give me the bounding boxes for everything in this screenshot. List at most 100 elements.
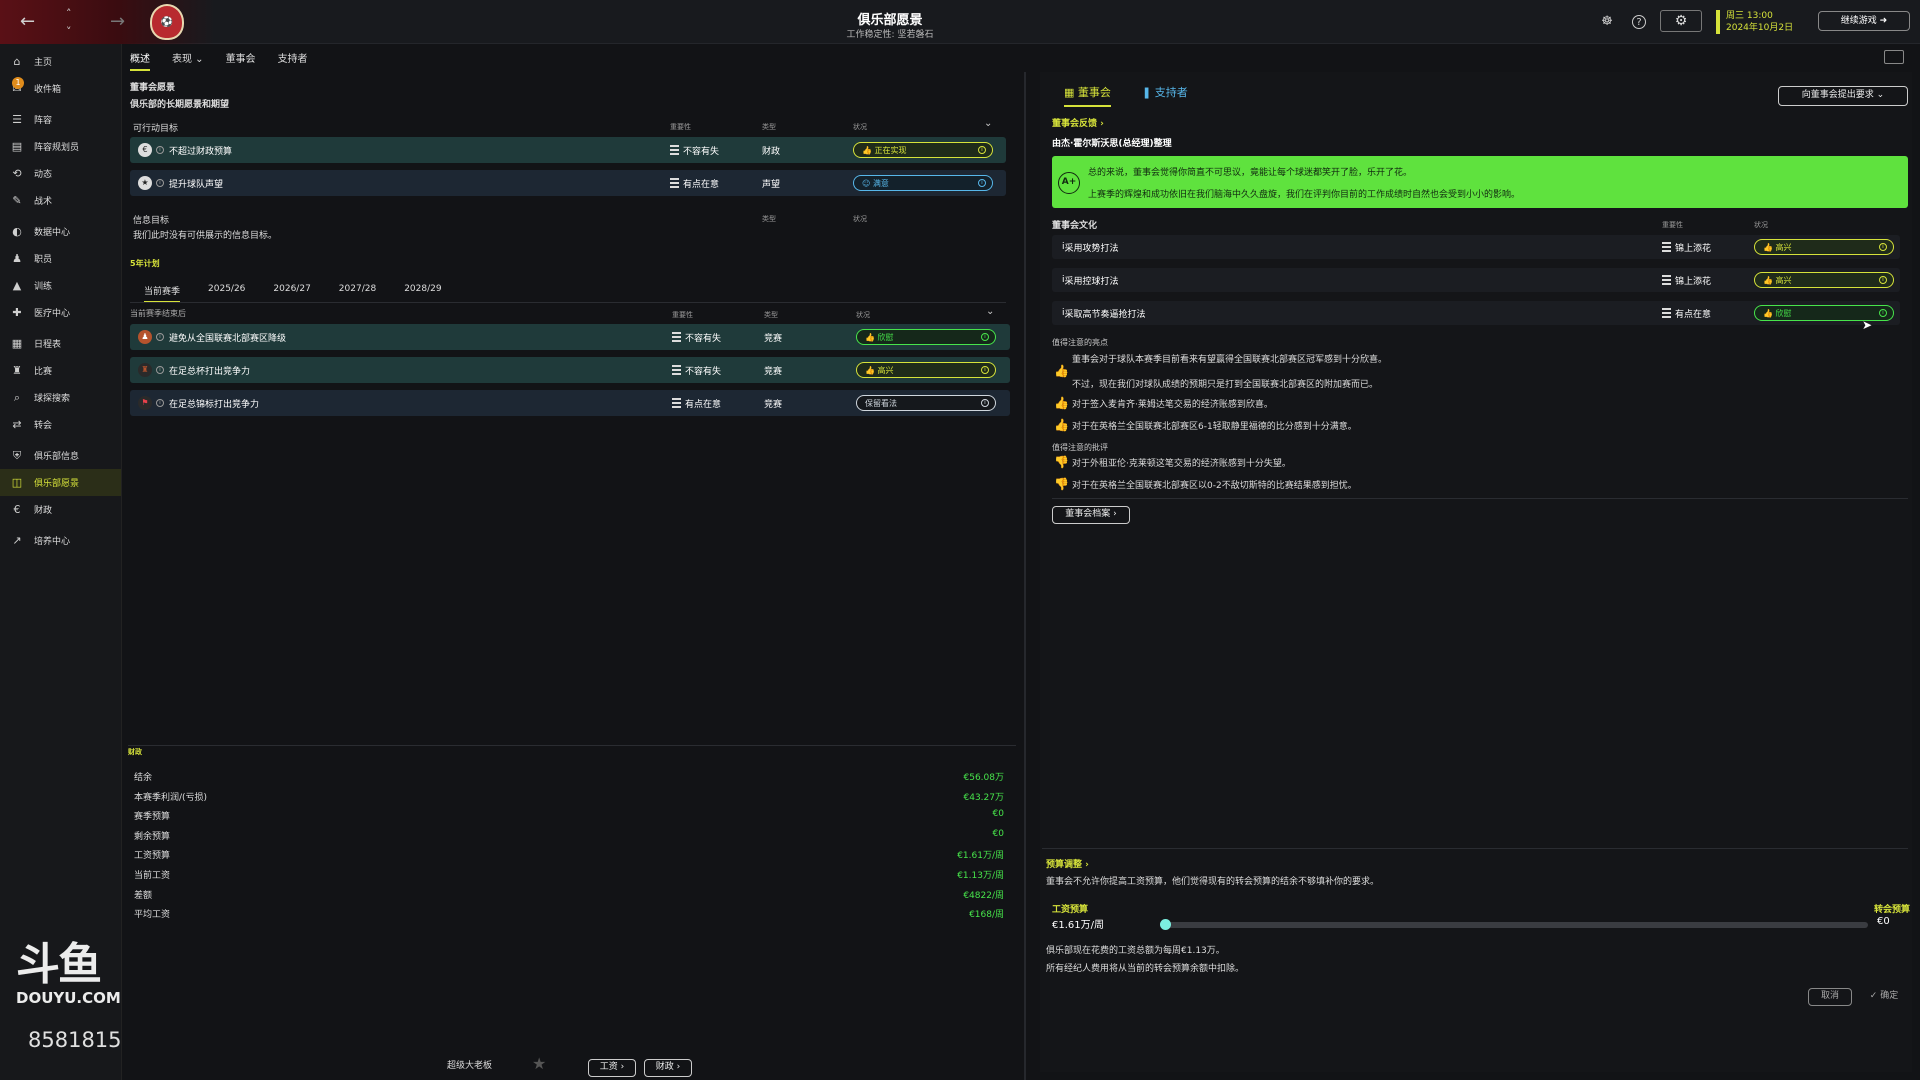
info-icon[interactable]: i <box>1062 308 1065 318</box>
sidebar-item[interactable]: ✚ 医疗中心 <box>0 299 121 326</box>
tab-board-panel[interactable]: ▦ 董事会 <box>1064 84 1111 107</box>
supporters-icon: ❚ <box>1142 86 1155 99</box>
sidebar-item[interactable]: ▦ 日程表 <box>0 330 121 357</box>
tab-supporters-panel[interactable]: ❚ 支持者 <box>1142 84 1188 100</box>
sidebar-item[interactable]: ⛨ 俱乐部信息 <box>0 442 121 469</box>
sidebar-item-label: 比赛 <box>34 367 53 377</box>
tab-current-season[interactable]: 当前赛季 <box>144 284 181 303</box>
wage-button[interactable]: 工资 › <box>588 1059 636 1077</box>
status-badge[interactable]: 👍 高兴 i <box>1754 272 1894 288</box>
slider-handle[interactable] <box>1160 919 1171 930</box>
collapse-icon[interactable]: ⌄ <box>984 118 993 129</box>
budget-label[interactable]: 预算调整 › <box>1046 860 1089 870</box>
info-icon[interactable]: i <box>1062 242 1065 252</box>
finance-label: 剩余预算 <box>134 831 171 842</box>
back-icon[interactable]: ← <box>20 11 36 32</box>
status-badge[interactable]: 👍 高兴 i <box>1754 239 1894 255</box>
status-label: 欣慰 <box>877 332 894 342</box>
tab-2027-28[interactable]: 2027/28 <box>338 284 377 294</box>
sidebar-item[interactable]: ↗ 培养中心 <box>0 527 121 554</box>
tab-performance[interactable]: 表现 ⌄ <box>172 54 204 65</box>
continue-icon: ➜ <box>1879 16 1888 26</box>
wage-budget-value: €1.61万/周 <box>1052 920 1104 931</box>
date-accent-bar <box>1716 10 1720 34</box>
feedback-label[interactable]: 董事会反馈 › <box>1052 119 1104 129</box>
job-security: 工作稳定性: 坚若磐石 <box>846 30 934 40</box>
finance-label: 财政 <box>128 748 142 756</box>
col-importance: 重要性 <box>670 123 691 131</box>
sidebar-item[interactable]: ⟲ 动态 <box>0 160 121 187</box>
finance-button[interactable]: 财政 › <box>644 1059 692 1077</box>
layout-toggle-icon[interactable] <box>1884 50 1904 64</box>
sidebar-item[interactable]: ▲ 训练 <box>0 272 121 299</box>
sidebar-item[interactable]: ♟ 职员 <box>0 245 121 272</box>
importance-icon <box>672 398 681 408</box>
col-type: 类型 <box>762 123 776 131</box>
chevron-up-icon[interactable]: ˄ <box>66 7 72 20</box>
status-badge[interactable]: 👍 正在实现 i <box>853 142 993 158</box>
tab-overview[interactable]: 概述 <box>130 50 150 71</box>
status-label: 保留看法 <box>865 398 897 408</box>
tab-2028-29[interactable]: 2028/29 <box>404 284 442 294</box>
unread-badge: 1 <box>12 77 24 89</box>
sidebar-item[interactable]: ◐ 数据中心 <box>0 218 121 245</box>
help-icon[interactable]: ? <box>1632 15 1646 29</box>
planner-icon: ▤ <box>11 139 23 153</box>
smile-icon: ☺ <box>862 178 873 188</box>
status-badge[interactable]: 👍 欣慰 i <box>856 329 996 345</box>
collapse-icon[interactable]: ⌄ <box>986 306 995 317</box>
sidebar-item-label: 职员 <box>34 255 53 265</box>
sidebar-item-label: 动态 <box>34 170 53 180</box>
trophy-icon: ♜ <box>12 363 22 377</box>
tab-board[interactable]: 董事会 <box>225 54 256 65</box>
tab-2026-27[interactable]: 2026/27 <box>273 284 311 294</box>
room-id: 8581815 <box>28 1028 122 1052</box>
critique-item: 对于外租亚伦·克莱顿这笔交易的经济账感到十分失望。 <box>1072 459 1291 469</box>
sidebar-item[interactable]: ▤ 阵容规划员 <box>0 133 121 160</box>
club-crest[interactable]: ⚽ <box>150 4 184 40</box>
sidebar-item-label: 转会 <box>34 421 53 431</box>
thumb-up-icon: 👍 <box>1763 242 1776 252</box>
continue-button[interactable]: 继续游戏 ➜ <box>1818 11 1910 31</box>
budget-slider[interactable] <box>1160 919 1868 930</box>
cancel-button[interactable]: 取消 <box>1808 988 1852 1006</box>
status-badge[interactable]: ☺ 满意 i <box>853 175 993 191</box>
finance-value: €4822/周 <box>963 890 1004 901</box>
thumb-up-icon: 👍 <box>862 145 875 155</box>
goal-text: 提升球队声望 <box>169 179 224 190</box>
finance-value: €56.08万 <box>963 773 1005 783</box>
info-icon: i <box>981 333 989 341</box>
sidebar-item[interactable]: ⇄ 转会 <box>0 411 121 438</box>
info-icon: i <box>981 366 989 374</box>
game-time: 周三 13:00 <box>1726 11 1773 21</box>
sidebar-item[interactable]: ♜ 比赛 <box>0 357 121 384</box>
sidebar-item[interactable]: ◫ 俱乐部愿景 <box>0 469 121 496</box>
status-badge[interactable]: 👍 高兴 i <box>856 362 996 378</box>
send-request-button[interactable]: 向董事会提出要求 ⌄ <box>1778 86 1908 106</box>
info-icon[interactable]: i <box>156 333 164 341</box>
tab-supporters[interactable]: 支持者 <box>277 54 308 65</box>
info-icon[interactable]: i <box>156 146 164 154</box>
sidebar-item[interactable]: ⌕ 球探搜索 <box>0 384 121 411</box>
settings-button[interactable]: ⚙ <box>1660 10 1702 32</box>
sidebar-item[interactable]: ☰ 阵容 <box>0 106 121 133</box>
info-icon[interactable]: i <box>156 366 164 374</box>
status-badge[interactable]: 👍 欣慰 i <box>1754 305 1894 321</box>
culture-text: 采取高节奏逼抢打法 <box>1064 309 1146 320</box>
brain-icon[interactable]: ☸ <box>1601 14 1613 29</box>
chevron-down-icon[interactable]: ˅ <box>66 25 72 38</box>
douyu-domain: DOUYU.COM <box>16 989 121 1007</box>
forward-icon[interactable]: → <box>110 11 126 32</box>
info-icon[interactable]: i <box>1062 275 1065 285</box>
tab-2025-26[interactable]: 2025/26 <box>208 284 246 294</box>
board-dossier-button[interactable]: 董事会档案 › <box>1052 506 1130 524</box>
info-icon[interactable]: i <box>156 179 164 187</box>
status-badge[interactable]: 保留看法 i <box>856 395 996 411</box>
sidebar-item[interactable]: ✎ 战术 <box>0 187 121 214</box>
sidebar-item[interactable]: € 财政 <box>0 496 121 523</box>
sidebar-item[interactable]: ⌂ 主页 <box>0 48 121 75</box>
confirm-button[interactable]: ✓ 确定 <box>1869 991 1899 1001</box>
info-icon[interactable]: i <box>156 399 164 407</box>
sidebar-item-label: 日程表 <box>34 340 62 350</box>
